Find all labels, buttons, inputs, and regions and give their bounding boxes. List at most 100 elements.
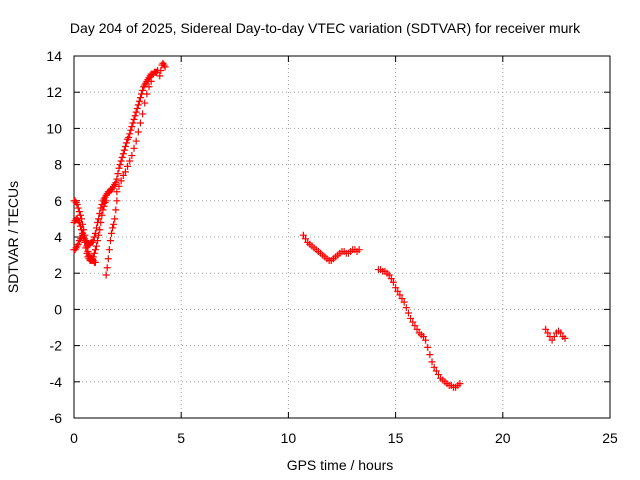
data-point: [544, 329, 552, 337]
data-point: [550, 333, 558, 341]
data-point: [118, 153, 126, 161]
data-point: [74, 204, 82, 212]
y-tick-label: 12: [46, 84, 62, 100]
data-points: [70, 59, 569, 391]
y-tick-label: -6: [50, 410, 63, 426]
data-point: [91, 229, 99, 237]
data-point: [147, 77, 155, 85]
data-point: [96, 226, 104, 234]
y-tick-label: 0: [54, 301, 62, 317]
y-tick-label: 8: [54, 157, 62, 173]
data-point: [422, 336, 430, 344]
data-point: [419, 333, 427, 341]
data-point: [398, 295, 406, 303]
data-point: [90, 233, 98, 241]
data-point: [355, 246, 363, 254]
data-point: [97, 219, 105, 227]
y-tick-label: -2: [50, 338, 63, 354]
data-point: [83, 242, 91, 250]
data-point: [402, 304, 410, 312]
data-point: [98, 211, 106, 219]
data-point: [434, 371, 442, 379]
data-point: [130, 115, 138, 123]
data-point: [302, 235, 310, 243]
data-point: [106, 237, 114, 245]
data-point: [109, 224, 117, 232]
data-point: [128, 152, 136, 160]
data-point: [139, 110, 147, 118]
data-point: [81, 231, 89, 239]
data-point: [119, 150, 127, 158]
data-point: [299, 231, 307, 239]
x-axis-label: GPS time / hours: [287, 457, 394, 473]
data-point: [117, 157, 125, 165]
data-point: [127, 126, 135, 134]
data-point: [135, 97, 143, 105]
y-tick-label: 2: [54, 265, 62, 281]
data-point: [112, 206, 120, 214]
data-point: [394, 287, 402, 295]
x-tick-label: 5: [177, 430, 185, 446]
data-point: [73, 200, 81, 208]
data-point: [80, 226, 88, 234]
y-axis-label: SDTVAR / TECUs: [5, 181, 21, 293]
data-point: [110, 220, 118, 228]
axis-ticks: 0 5 10 15 20 25 -6 -4 -2 0 2 4 6 8 10 12 14: [46, 48, 618, 446]
data-point: [75, 208, 83, 216]
data-point: [128, 123, 136, 131]
data-point: [84, 247, 92, 255]
data-point: [132, 108, 140, 116]
data-point: [121, 143, 129, 150]
chart-title: Day 204 of 2025, Sidereal Day-to-day VTE…: [70, 20, 581, 36]
data-point: [94, 237, 102, 245]
data-point: [133, 104, 141, 112]
data-point: [409, 318, 417, 326]
data-point: [123, 139, 131, 147]
grid: [74, 56, 610, 418]
data-point: [130, 144, 138, 152]
data-point: [548, 336, 556, 344]
data-point: [132, 137, 140, 145]
data-point: [119, 171, 127, 179]
data-point: [116, 161, 124, 169]
data-point: [129, 119, 137, 127]
data-point: [156, 72, 164, 80]
data-point: [411, 322, 419, 330]
data-point: [557, 329, 565, 337]
data-point: [113, 175, 121, 183]
x-tick-label: 0: [70, 430, 78, 446]
data-point: [74, 240, 82, 248]
data-point: [108, 229, 116, 237]
data-point: [93, 224, 101, 232]
data-point: [100, 202, 108, 210]
data-point: [430, 363, 438, 371]
data-point: [404, 309, 412, 317]
data-point: [542, 325, 550, 333]
data-point: [396, 291, 404, 299]
data-point: [120, 146, 128, 154]
data-point: [125, 133, 133, 141]
data-point: [136, 119, 144, 127]
data-point: [79, 220, 87, 228]
data-point: [428, 358, 436, 366]
data-point: [95, 231, 103, 239]
data-point: [561, 334, 569, 342]
data-point: [126, 157, 134, 165]
data-point: [136, 94, 144, 102]
data-point: [91, 258, 99, 266]
x-tick-label: 10: [281, 430, 297, 446]
data-point: [78, 215, 86, 223]
data-point: [113, 188, 121, 196]
data-point: [389, 278, 397, 286]
data-point: [126, 130, 134, 138]
data-point: [105, 246, 113, 254]
data-point: [131, 112, 139, 120]
data-point: [103, 264, 111, 272]
data-point: [139, 86, 147, 94]
data-point: [112, 179, 120, 187]
data-point: [385, 271, 393, 279]
data-point: [82, 237, 90, 245]
data-point: [392, 284, 400, 292]
data-point: [121, 168, 129, 176]
